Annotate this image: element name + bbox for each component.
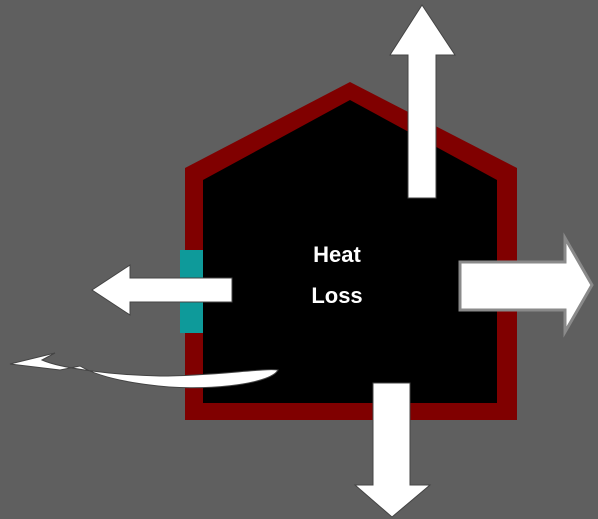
page: Heat Loss (() => { const data = JSON.par…	[0, 0, 598, 519]
label-line: Heat	[313, 242, 361, 267]
diagram: Heat Loss	[0, 0, 598, 519]
label-line: Loss	[311, 283, 362, 308]
